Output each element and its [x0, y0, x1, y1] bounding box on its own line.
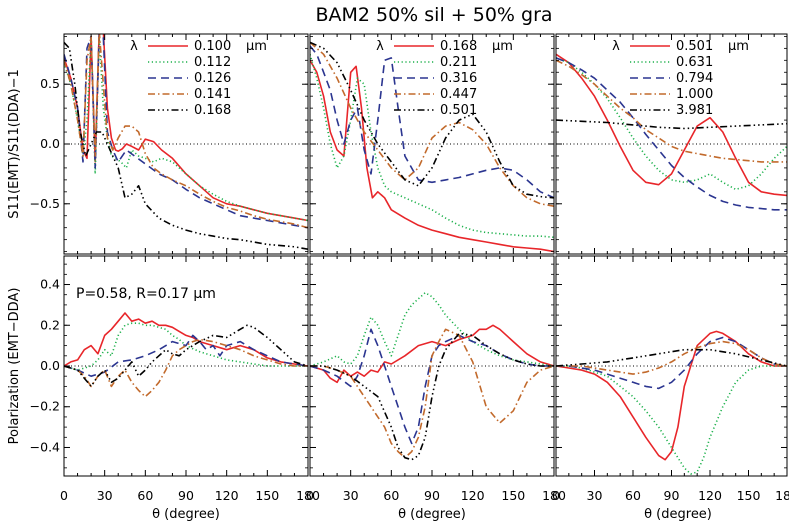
legend-label: 0.168 [440, 39, 477, 54]
parameter-annotation: P=0.58, R=0.17 μm [76, 286, 216, 302]
x-tick-label: 120 [698, 488, 722, 503]
series-line-0.168 [64, 41, 308, 250]
x-tick-label: 180 [296, 488, 320, 503]
y-tick-label: 0.4 [40, 277, 60, 292]
x-tick-label: 30 [97, 488, 113, 503]
series-line-0.501 [556, 330, 787, 461]
panel-bottom-left: 0 30 60 90 120 150 180 0.4 0.2 0.0 −0.2 −0.4 [30, 255, 320, 503]
figure-title: BAM2 50% sil + 50% gra [315, 4, 552, 26]
series-line-0.501 [310, 332, 554, 461]
legend-label: 0.501 [440, 103, 477, 118]
legend-unit: μm [728, 39, 749, 54]
bottom-y-axis-title: Polarization (EMT−DDA) [7, 288, 22, 445]
series-line-1.000 [556, 340, 787, 375]
y-tick-label: 0.2 [40, 317, 60, 332]
legend-lambda-symbol: λ [376, 39, 384, 54]
series-line-0.141 [64, 34, 308, 229]
x-tick-label: 60 [625, 488, 641, 503]
series-line-0.211 [310, 291, 554, 367]
x-tick-label: 120 [461, 488, 485, 503]
y-tick-label: 0.0 [40, 136, 60, 151]
y-tick-label: −0.5 [30, 196, 60, 211]
legend-label: 0.141 [194, 87, 231, 102]
x-tick-label: 150 [501, 488, 525, 503]
series-line-0.100 [64, 312, 308, 367]
x-tick-label: 30 [343, 488, 359, 503]
series-line-0.316 [310, 328, 554, 445]
x-tick-label: 180 [775, 488, 789, 503]
series-line-0.794 [556, 336, 787, 390]
legend-label: 0.631 [676, 55, 713, 70]
legend-label: 3.981 [676, 103, 713, 118]
series-line-0.501 [556, 53, 787, 197]
legend-unit: μm [246, 39, 267, 54]
x-tick-label: 60 [137, 488, 153, 503]
legend-lambda-symbol: λ [612, 39, 620, 54]
panel-bottom-middle: 0 30 60 90 120 150 180 [306, 255, 566, 503]
legend-label: 0.100 [194, 39, 231, 54]
legend-label: 0.447 [440, 87, 477, 102]
x-tick-label: 150 [255, 488, 279, 503]
x-tick-label: 180 [542, 488, 566, 503]
legend-label: 0.112 [194, 55, 231, 70]
legend-label: 0.794 [676, 71, 713, 86]
x-tick-label: 60 [383, 488, 399, 503]
legend-label: 1.000 [676, 87, 713, 102]
x-tick-label: 120 [215, 488, 239, 503]
panel-bottom-right: 0 30 60 90 120 150 180 [552, 255, 789, 503]
series-line-0.168 [310, 59, 554, 253]
series-line-0.141 [64, 338, 308, 398]
series-line-0.112 [64, 322, 308, 371]
series-line-0.112 [64, 35, 308, 222]
x-axis-title-right: θ (degree) [644, 507, 712, 522]
x-tick-label: 0 [552, 488, 560, 503]
series-line-0.100 [64, 34, 308, 222]
legend-lambda-symbol: λ [130, 39, 138, 54]
x-tick-label: 0 [306, 488, 314, 503]
series-line-0.447 [310, 41, 554, 207]
series-line-3.981 [556, 119, 787, 130]
legend-unit: μm [492, 39, 513, 54]
series-line-0.316 [310, 45, 554, 199]
series-line-0.211 [310, 54, 554, 239]
legend-label: 0.316 [440, 71, 477, 86]
top-y-axis-title: S11(EMT)/S11(DDA)−1 [7, 69, 22, 218]
x-tick-label: 150 [737, 488, 761, 503]
series-line-0.631 [556, 57, 787, 191]
series-line-0.501 [310, 41, 554, 199]
series-line-0.126 [64, 34, 308, 229]
x-tick-label: 30 [587, 488, 603, 503]
series-line-0.447 [310, 328, 554, 459]
x-axis-title-middle: θ (degree) [398, 507, 466, 522]
series-line-0.126 [64, 334, 308, 378]
x-tick-label: 0 [60, 488, 68, 503]
y-tick-label: −0.2 [30, 399, 60, 414]
legend-label: 0.211 [440, 55, 477, 70]
legend-label: 0.126 [194, 71, 231, 86]
y-tick-label: 0.5 [40, 76, 60, 91]
legend-label: 0.168 [194, 103, 231, 118]
series-line-1.000 [556, 59, 787, 163]
series-line-0.794 [556, 57, 787, 211]
y-tick-label: −0.4 [30, 439, 60, 454]
series-line-0.168 [64, 324, 308, 388]
y-tick-label: 0.0 [40, 358, 60, 373]
x-tick-label: 90 [664, 488, 680, 503]
series-line-3.981 [556, 348, 787, 367]
x-axis-title-left: θ (degree) [152, 507, 220, 522]
legend-label: 0.501 [676, 39, 713, 54]
x-tick-label: 90 [178, 488, 194, 503]
x-tick-label: 90 [424, 488, 440, 503]
series-line-0.168 [310, 324, 554, 384]
